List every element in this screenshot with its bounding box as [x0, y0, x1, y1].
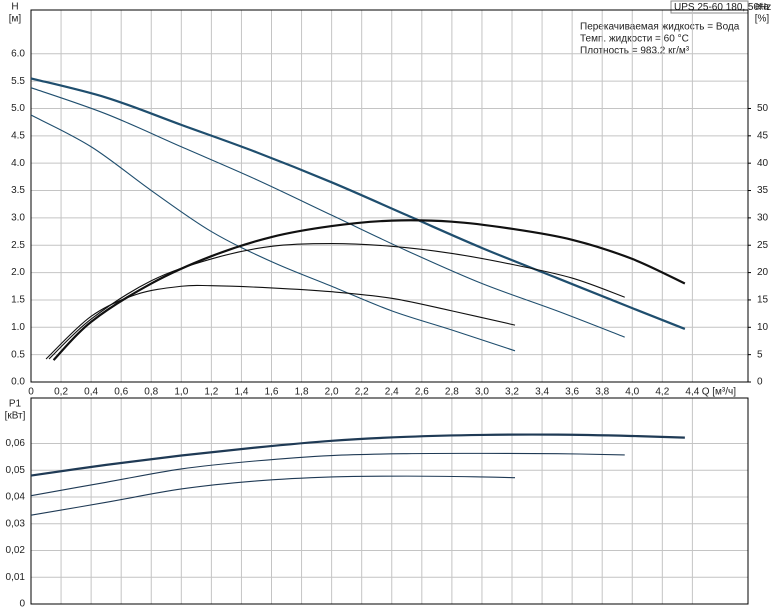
curve — [30, 452, 625, 497]
curve — [30, 87, 625, 338]
y-tick-label: 0,04 — [6, 492, 26, 503]
y2-tick-label: 15 — [757, 295, 769, 306]
x-tick-label: 3,0 — [475, 387, 489, 398]
y-tick-label: 0 — [19, 599, 25, 610]
y-tick-label: 1.0 — [11, 322, 25, 333]
y-tick-label: 0,03 — [6, 518, 26, 529]
x-axis-label: Q [м³/ч] — [702, 387, 737, 398]
y2-axis-label: eta — [755, 2, 769, 13]
y-tick-label: 5.5 — [11, 76, 25, 87]
y-tick-label: 2.0 — [11, 267, 25, 278]
y-tick-label: 5.0 — [11, 103, 25, 114]
y-tick-label: 0.0 — [11, 377, 25, 388]
curve — [48, 243, 625, 360]
y-tick-label: 0.5 — [11, 349, 25, 360]
plot-frame — [30, 9, 749, 383]
annotation: Темп. жидкости = 60 °C — [580, 34, 689, 45]
x-tick-label: 2,6 — [415, 387, 429, 398]
y-axis-label: H — [11, 2, 18, 13]
y2-tick-label: 45 — [757, 130, 769, 141]
y2-tick-label: 50 — [757, 103, 769, 114]
x-tick-label: 1,6 — [265, 387, 279, 398]
y-tick-label: 3.0 — [11, 213, 25, 224]
x-tick-label: 4,2 — [655, 387, 669, 398]
x-tick-label: 4,4 — [685, 387, 699, 398]
y-axis-label: P1 — [9, 399, 22, 410]
x-tick-label: 2,0 — [325, 387, 339, 398]
y2-tick-label: 25 — [757, 240, 769, 251]
x-tick-label: 2,4 — [385, 387, 399, 398]
x-tick-label: 1,4 — [234, 387, 248, 398]
x-tick-label: 0,2 — [54, 387, 68, 398]
y2-tick-label: 40 — [757, 158, 769, 169]
curve — [30, 77, 686, 330]
y2-tick-label: 35 — [757, 185, 769, 196]
curve — [30, 114, 516, 352]
y-tick-label: 0,01 — [6, 572, 26, 583]
y2-tick-label: 20 — [757, 267, 769, 278]
y-tick-label: 0,05 — [6, 465, 26, 476]
x-tick-label: 0,4 — [84, 387, 98, 398]
curve — [30, 475, 516, 516]
y2-tick-label: 5 — [757, 349, 763, 360]
y-axis-unit: [м] — [9, 14, 22, 25]
model-label: UPS 25-60 180, 50Hz — [674, 2, 771, 13]
y-axis-unit: [кВт] — [5, 411, 26, 422]
x-tick-label: 2,2 — [355, 387, 369, 398]
y-tick-label: 0,02 — [6, 545, 26, 556]
curve — [45, 284, 516, 360]
curve — [52, 219, 686, 361]
x-tick-label: 3,6 — [565, 387, 579, 398]
annotation: Плотность = 983.2 кг/м³ — [580, 46, 690, 57]
x-tick-label: 0 — [28, 387, 34, 398]
y2-tick-label: 30 — [757, 213, 769, 224]
x-tick-label: 1,0 — [174, 387, 188, 398]
x-tick-label: 4,0 — [625, 387, 639, 398]
y-tick-label: 3.5 — [11, 185, 25, 196]
x-tick-label: 3,4 — [535, 387, 549, 398]
y2-tick-label: 10 — [757, 322, 769, 333]
annotation: Перекачиваемая жидкость = Вода — [580, 22, 740, 33]
x-tick-label: 3,2 — [505, 387, 519, 398]
x-tick-label: 0,8 — [144, 387, 158, 398]
plot-frame — [30, 397, 749, 605]
x-tick-label: 1,8 — [295, 387, 309, 398]
y-tick-label: 6.0 — [11, 48, 25, 59]
y2-tick-label: 0 — [757, 377, 763, 388]
y-tick-label: 4.0 — [11, 158, 25, 169]
y-tick-label: 2.5 — [11, 240, 25, 251]
x-tick-label: 2,8 — [445, 387, 459, 398]
x-tick-label: 3,8 — [595, 387, 609, 398]
y2-axis-unit: [%] — [755, 14, 770, 25]
x-tick-label: 0,6 — [114, 387, 128, 398]
y-tick-label: 4.5 — [11, 130, 25, 141]
y-tick-label: 0,06 — [6, 438, 26, 449]
y-tick-label: 1.5 — [11, 295, 25, 306]
curve — [30, 433, 685, 477]
x-tick-label: 1,2 — [204, 387, 218, 398]
